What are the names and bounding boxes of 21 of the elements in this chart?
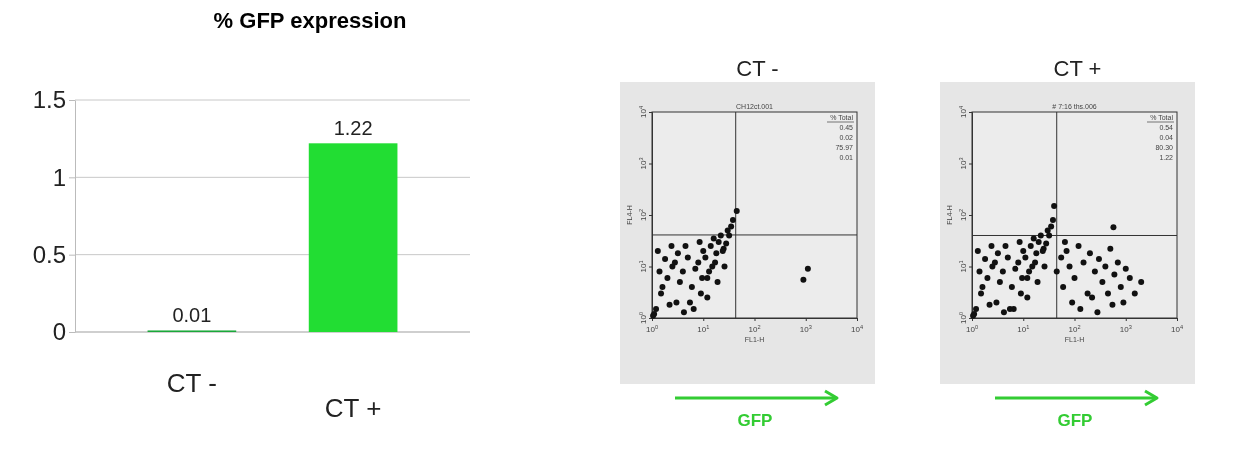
text: GFP	[737, 411, 773, 430]
y-tick-label: 1	[52, 163, 66, 191]
text: GFP	[1057, 411, 1093, 430]
x-tick-label: 10$^{3}$	[799, 324, 812, 334]
y-tick-label: 0	[52, 318, 66, 346]
y-tick-label: 1.5	[32, 86, 66, 114]
x-tick-label: 10$^{4}$	[1170, 324, 1184, 334]
x-tick-label: 10$^{0}$	[965, 324, 979, 334]
y-tick-label: 0.5	[32, 240, 66, 268]
x-tick-label: 10$^{2}$	[1068, 324, 1081, 334]
chart-title: % GFP expression	[213, 8, 407, 33]
chart-title: CT -	[736, 56, 779, 81]
x-tick-label: 10$^{1}$	[697, 324, 710, 334]
chart-title: CT +	[1053, 56, 1102, 81]
data-label: 0.01	[172, 304, 212, 327]
data-label: 1.22	[333, 117, 373, 140]
x-tick-label: 10$^{4}$	[850, 324, 864, 334]
x-tick-label: 10$^{3}$	[1119, 324, 1132, 334]
x-tick-label: 10$^{0}$	[645, 324, 659, 334]
x-tick-label: 10$^{2}$	[748, 324, 761, 334]
x-tick-label: 10$^{1}$	[1017, 324, 1030, 334]
